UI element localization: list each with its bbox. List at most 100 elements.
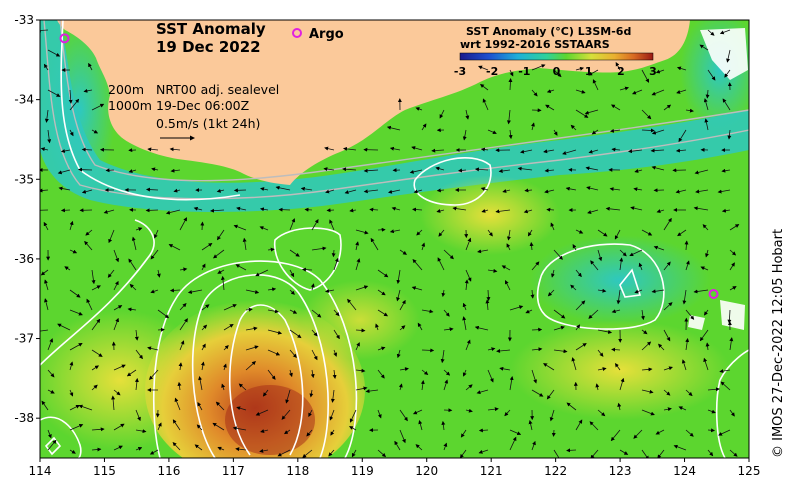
colorbar-tick-label: 1 — [585, 65, 593, 78]
current-arrow — [457, 168, 467, 173]
current-arrow — [693, 289, 709, 294]
y-axis: -33 -34 -35 -36 -37 -38 — [14, 13, 40, 425]
current-arrow — [154, 229, 159, 239]
current-arrow — [476, 389, 489, 395]
y-tick-label: -36 — [14, 252, 34, 266]
current-arrow — [597, 409, 606, 417]
colorbar-tick-label: -1 — [518, 65, 530, 78]
current-arrow — [477, 249, 489, 254]
current-arrow — [394, 440, 401, 451]
current-arrow — [399, 429, 406, 444]
current-arrow — [412, 258, 423, 271]
current-arrow — [267, 309, 279, 314]
current-arrow — [575, 324, 581, 331]
current-arrow — [641, 329, 648, 335]
current-arrow — [633, 429, 643, 439]
current-arrow — [638, 262, 643, 271]
current-arrow — [675, 189, 687, 194]
current-arrow — [415, 444, 423, 451]
argo-float-marker — [708, 288, 719, 299]
current-arrow — [57, 323, 71, 331]
current-arrow — [506, 109, 511, 125]
current-arrow — [572, 244, 577, 251]
current-arrow — [590, 260, 599, 271]
current-arrow — [329, 409, 335, 421]
current-arrow — [187, 289, 203, 294]
current-arrow — [355, 328, 366, 333]
current-arrow — [693, 206, 709, 211]
current-arrow — [377, 289, 386, 296]
current-arrow — [304, 207, 313, 212]
current-arrow — [509, 429, 522, 436]
current-arrow — [487, 369, 494, 383]
current-arrow — [605, 206, 621, 211]
current-arrow — [684, 240, 689, 251]
current-arrow — [707, 428, 716, 433]
current-arrow — [565, 186, 577, 191]
current-arrow — [641, 341, 652, 351]
current-arrow — [86, 298, 93, 311]
current-arrow — [553, 325, 565, 331]
current-arrow — [460, 429, 467, 438]
current-arrow — [113, 280, 119, 291]
current-arrow — [587, 209, 599, 214]
current-arrow — [412, 409, 423, 415]
current-arrow — [209, 208, 225, 213]
current-arrow — [302, 449, 313, 458]
sealevel-label: NRT00 adj. sealevel — [156, 82, 279, 97]
current-arrow — [91, 129, 99, 134]
current-arrow — [465, 339, 471, 351]
current-arrow — [462, 302, 467, 311]
current-arrow — [151, 167, 159, 172]
current-arrow — [399, 249, 407, 255]
current-arrow — [729, 449, 738, 457]
x-tick-label: 117 — [222, 464, 245, 478]
current-arrow — [703, 98, 709, 111]
current-arrow — [43, 221, 49, 231]
current-arrow — [377, 409, 382, 419]
current-arrow — [41, 400, 49, 411]
current-arrow — [147, 346, 159, 351]
current-arrow — [281, 409, 291, 420]
current-arrow — [212, 422, 225, 431]
y-tick-label: -35 — [14, 172, 34, 186]
current-arrow — [289, 309, 298, 314]
current-arrow — [527, 229, 533, 237]
current-arrow — [363, 168, 379, 173]
current-arrow — [632, 89, 643, 95]
current-arrow — [330, 429, 335, 436]
warm-eddy-core — [225, 385, 315, 455]
current-arrow — [641, 128, 655, 133]
current-arrow — [64, 266, 71, 271]
current-arrow — [260, 187, 269, 192]
map-date: 19 Dec 2022 — [156, 38, 261, 56]
current-arrow — [347, 298, 357, 311]
current-arrow — [289, 349, 297, 358]
current-arrow — [584, 109, 599, 115]
current-arrow — [332, 369, 337, 379]
current-arrow — [597, 249, 603, 262]
current-arrow — [85, 229, 93, 236]
current-arrow — [685, 260, 690, 271]
current-arrow — [107, 269, 115, 278]
current-arrow — [47, 129, 52, 144]
current-arrow — [520, 149, 533, 154]
current-arrow — [416, 229, 423, 236]
current-arrow — [630, 206, 643, 211]
current-arrow — [614, 363, 621, 371]
current-arrow — [528, 419, 533, 431]
current-arrow — [673, 444, 687, 451]
current-arrow — [220, 275, 225, 291]
current-arrow — [480, 187, 489, 192]
current-arrow — [729, 286, 737, 291]
current-arrow — [663, 104, 672, 111]
x-tick-label: 120 — [415, 464, 438, 478]
current-arrow — [196, 424, 203, 431]
current-arrow — [597, 367, 607, 372]
current-arrow — [289, 329, 302, 339]
current-arrow — [169, 288, 181, 293]
current-arrow — [641, 409, 655, 416]
x-tick-label: 123 — [609, 464, 632, 478]
x-tick-label: 121 — [480, 464, 503, 478]
current-arrow — [333, 329, 340, 340]
